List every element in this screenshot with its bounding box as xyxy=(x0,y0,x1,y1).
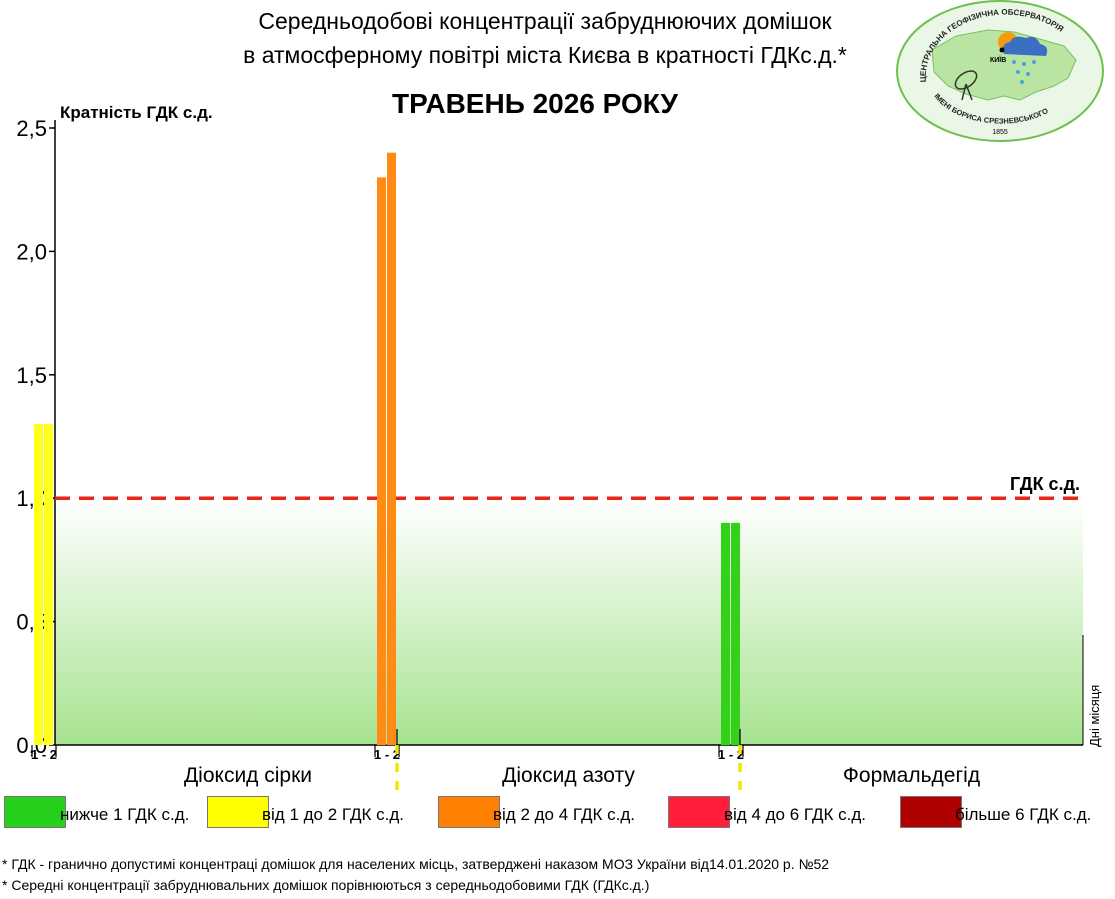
bar xyxy=(377,177,386,746)
logo-year: 1855 xyxy=(992,129,1008,136)
threshold-label: ГДК с.д. xyxy=(1010,474,1080,494)
legend-swatch xyxy=(207,796,269,828)
bar xyxy=(731,522,740,745)
legend-label: від 4 до 6 ГДК с.д. xyxy=(724,805,866,824)
y-tick-label: 2,0 xyxy=(16,239,47,264)
legend-label: від 1 до 2 ГДК с.д. xyxy=(262,805,404,824)
footnote-1: * ГДК - гранично допустимі концентраці д… xyxy=(2,856,830,872)
legend-label: більше 6 ГДК с.д. xyxy=(955,805,1092,824)
chart-title-line-1: Середньодобові концентрації забруднюючих… xyxy=(258,8,832,34)
bar xyxy=(387,152,396,745)
legend-swatch xyxy=(900,796,962,828)
legend-swatch xyxy=(668,796,730,828)
day-range-label: 1 - 2 xyxy=(31,747,57,762)
bar xyxy=(721,522,730,745)
x-axis-title: Дні місяця xyxy=(1087,685,1102,747)
day-range-label: 1 - 2 xyxy=(718,747,744,762)
cloud-icon xyxy=(1002,36,1048,56)
bar xyxy=(44,424,53,745)
month-title: ТРАВЕНЬ 2026 РОКУ xyxy=(392,88,678,119)
kyiv-dot-icon xyxy=(999,47,1005,53)
group-label: Формальдегід xyxy=(843,764,980,787)
satellite-dish-icon xyxy=(954,70,978,101)
footnote-2: * Середні концентрації забруднювальних д… xyxy=(2,877,650,893)
group-label: Діоксид сірки xyxy=(184,764,312,787)
chart-title-line-2: в атмосферному повітрі міста Києва в кра… xyxy=(243,42,847,68)
observatory-logo: КИЇВ ЦЕНТРАЛЬНА ГЕОФІЗИЧНА ОБСЕРВАТОРІЯ … xyxy=(896,0,1104,142)
legend-swatch xyxy=(438,796,500,828)
rain-icon xyxy=(1012,60,1036,84)
day-range-label: 1 - 2 xyxy=(374,747,400,762)
logo-city-label: КИЇВ xyxy=(990,56,1006,64)
bar xyxy=(34,424,43,745)
legend-label: нижче 1 ГДК с.д. xyxy=(60,805,190,824)
y-tick-label: 1,5 xyxy=(16,363,47,388)
legend-label: від 2 до 4 ГДК с.д. xyxy=(493,805,635,824)
below-threshold-zone xyxy=(55,498,1083,745)
y-axis-title: Кратність ГДК с.д. xyxy=(60,103,213,122)
y-tick-label: 2,5 xyxy=(16,116,47,141)
legend-swatch xyxy=(4,796,66,828)
group-label: Діоксид азоту xyxy=(502,764,635,787)
